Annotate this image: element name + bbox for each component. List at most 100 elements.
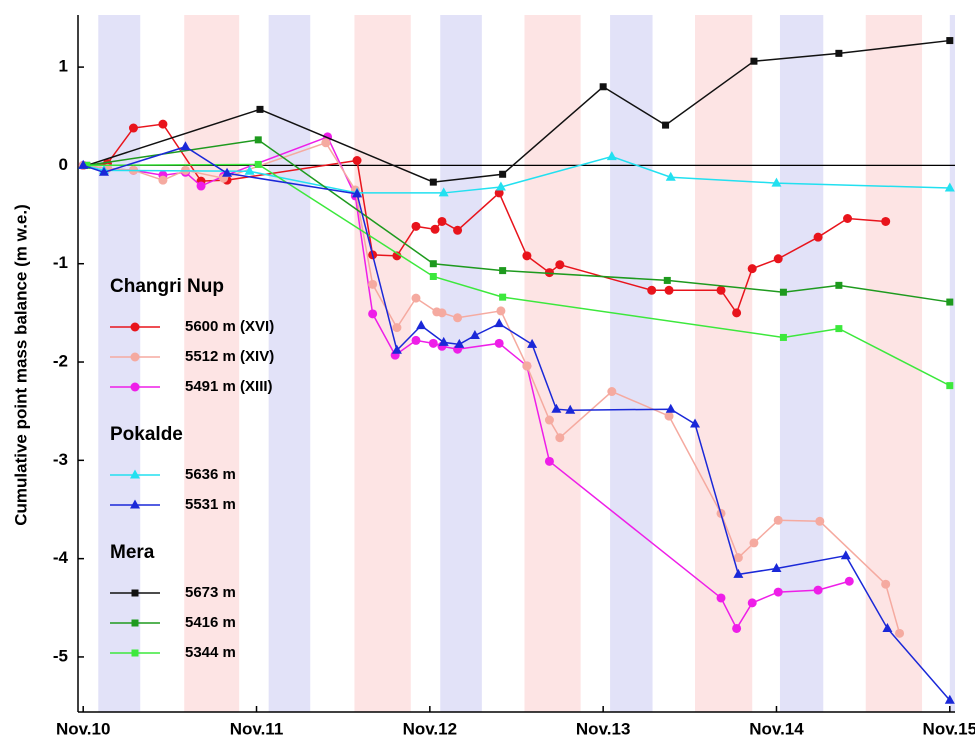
marker <box>430 224 440 234</box>
marker <box>131 589 139 597</box>
marker <box>815 516 825 526</box>
marker <box>368 309 378 319</box>
marker <box>244 165 255 175</box>
marker <box>429 178 437 186</box>
marker <box>843 213 853 223</box>
marker <box>881 216 891 226</box>
marker <box>813 232 823 242</box>
marker <box>222 167 233 177</box>
marker <box>555 260 565 270</box>
marker <box>494 318 505 328</box>
legend-group-title: Pokalde <box>110 424 183 445</box>
marker <box>551 403 562 413</box>
marker <box>662 121 670 129</box>
series-line <box>83 155 950 194</box>
marker <box>747 598 757 608</box>
marker <box>495 181 506 191</box>
marker <box>813 585 823 595</box>
marker <box>411 293 421 303</box>
marker <box>882 622 893 632</box>
shaded-band <box>524 15 581 712</box>
marker <box>196 181 206 191</box>
marker <box>98 166 109 176</box>
marker <box>453 313 463 323</box>
marker <box>392 251 402 261</box>
marker <box>732 623 742 633</box>
marker <box>835 325 843 333</box>
marker <box>881 579 891 589</box>
marker <box>391 344 402 354</box>
marker <box>438 336 449 346</box>
marker <box>895 628 905 638</box>
legend-label: 5673 m <box>185 584 236 601</box>
marker <box>429 272 437 280</box>
marker <box>773 515 783 525</box>
legend-label: 5344 m <box>185 644 236 661</box>
marker <box>131 619 139 627</box>
shaded-band <box>98 15 141 712</box>
marker <box>733 568 744 578</box>
shaded-band <box>695 15 753 712</box>
marker <box>607 387 617 397</box>
marker <box>835 281 843 289</box>
marker <box>352 155 362 165</box>
marker <box>522 361 532 371</box>
marker <box>158 175 168 185</box>
shaded-band <box>949 15 955 712</box>
marker <box>130 322 140 332</box>
y-tick-label: -4 <box>53 548 69 567</box>
marker <box>779 288 787 296</box>
marker <box>411 221 421 231</box>
marker <box>494 338 504 348</box>
shaded-band <box>440 15 482 712</box>
marker <box>946 37 954 45</box>
x-tick-label: Nov.14 <box>749 719 804 738</box>
y-tick-label: 1 <box>59 57 68 76</box>
marker <box>496 306 506 316</box>
marker <box>352 188 363 198</box>
marker <box>128 123 138 133</box>
marker <box>944 182 955 192</box>
marker <box>750 57 758 65</box>
marker <box>771 177 782 187</box>
marker <box>544 415 554 425</box>
marker <box>773 254 783 264</box>
x-tick-label: Nov.13 <box>576 719 631 738</box>
x-tick-label: Nov.11 <box>230 719 284 738</box>
marker <box>411 335 421 345</box>
marker <box>665 403 676 413</box>
marker <box>499 293 507 301</box>
y-tick-label: -1 <box>53 253 68 272</box>
marker <box>78 159 89 169</box>
marker <box>732 308 742 318</box>
legend-label: 5512 m (XIV) <box>185 348 274 365</box>
marker <box>779 333 787 341</box>
marker <box>428 338 438 348</box>
marker <box>438 187 449 197</box>
marker <box>606 151 617 161</box>
legend-label: 5600 m (XVI) <box>185 318 274 335</box>
marker <box>749 538 759 548</box>
marker <box>555 433 565 443</box>
marker <box>83 161 91 169</box>
marker <box>469 329 480 339</box>
marker <box>256 105 264 113</box>
shaded-band <box>865 15 923 712</box>
marker <box>544 268 554 278</box>
legend-group-title: Mera <box>110 542 155 563</box>
marker <box>946 382 954 390</box>
y-tick-label: -2 <box>53 352 68 371</box>
marker <box>454 338 465 348</box>
marker <box>835 49 843 57</box>
y-tick-label: -5 <box>53 646 68 665</box>
marker <box>254 160 262 168</box>
marker <box>429 260 437 268</box>
marker <box>130 382 140 392</box>
marker <box>944 694 955 704</box>
shaded-band <box>354 15 411 712</box>
marker <box>840 550 851 560</box>
marker <box>565 404 576 414</box>
shaded-band <box>268 15 311 712</box>
